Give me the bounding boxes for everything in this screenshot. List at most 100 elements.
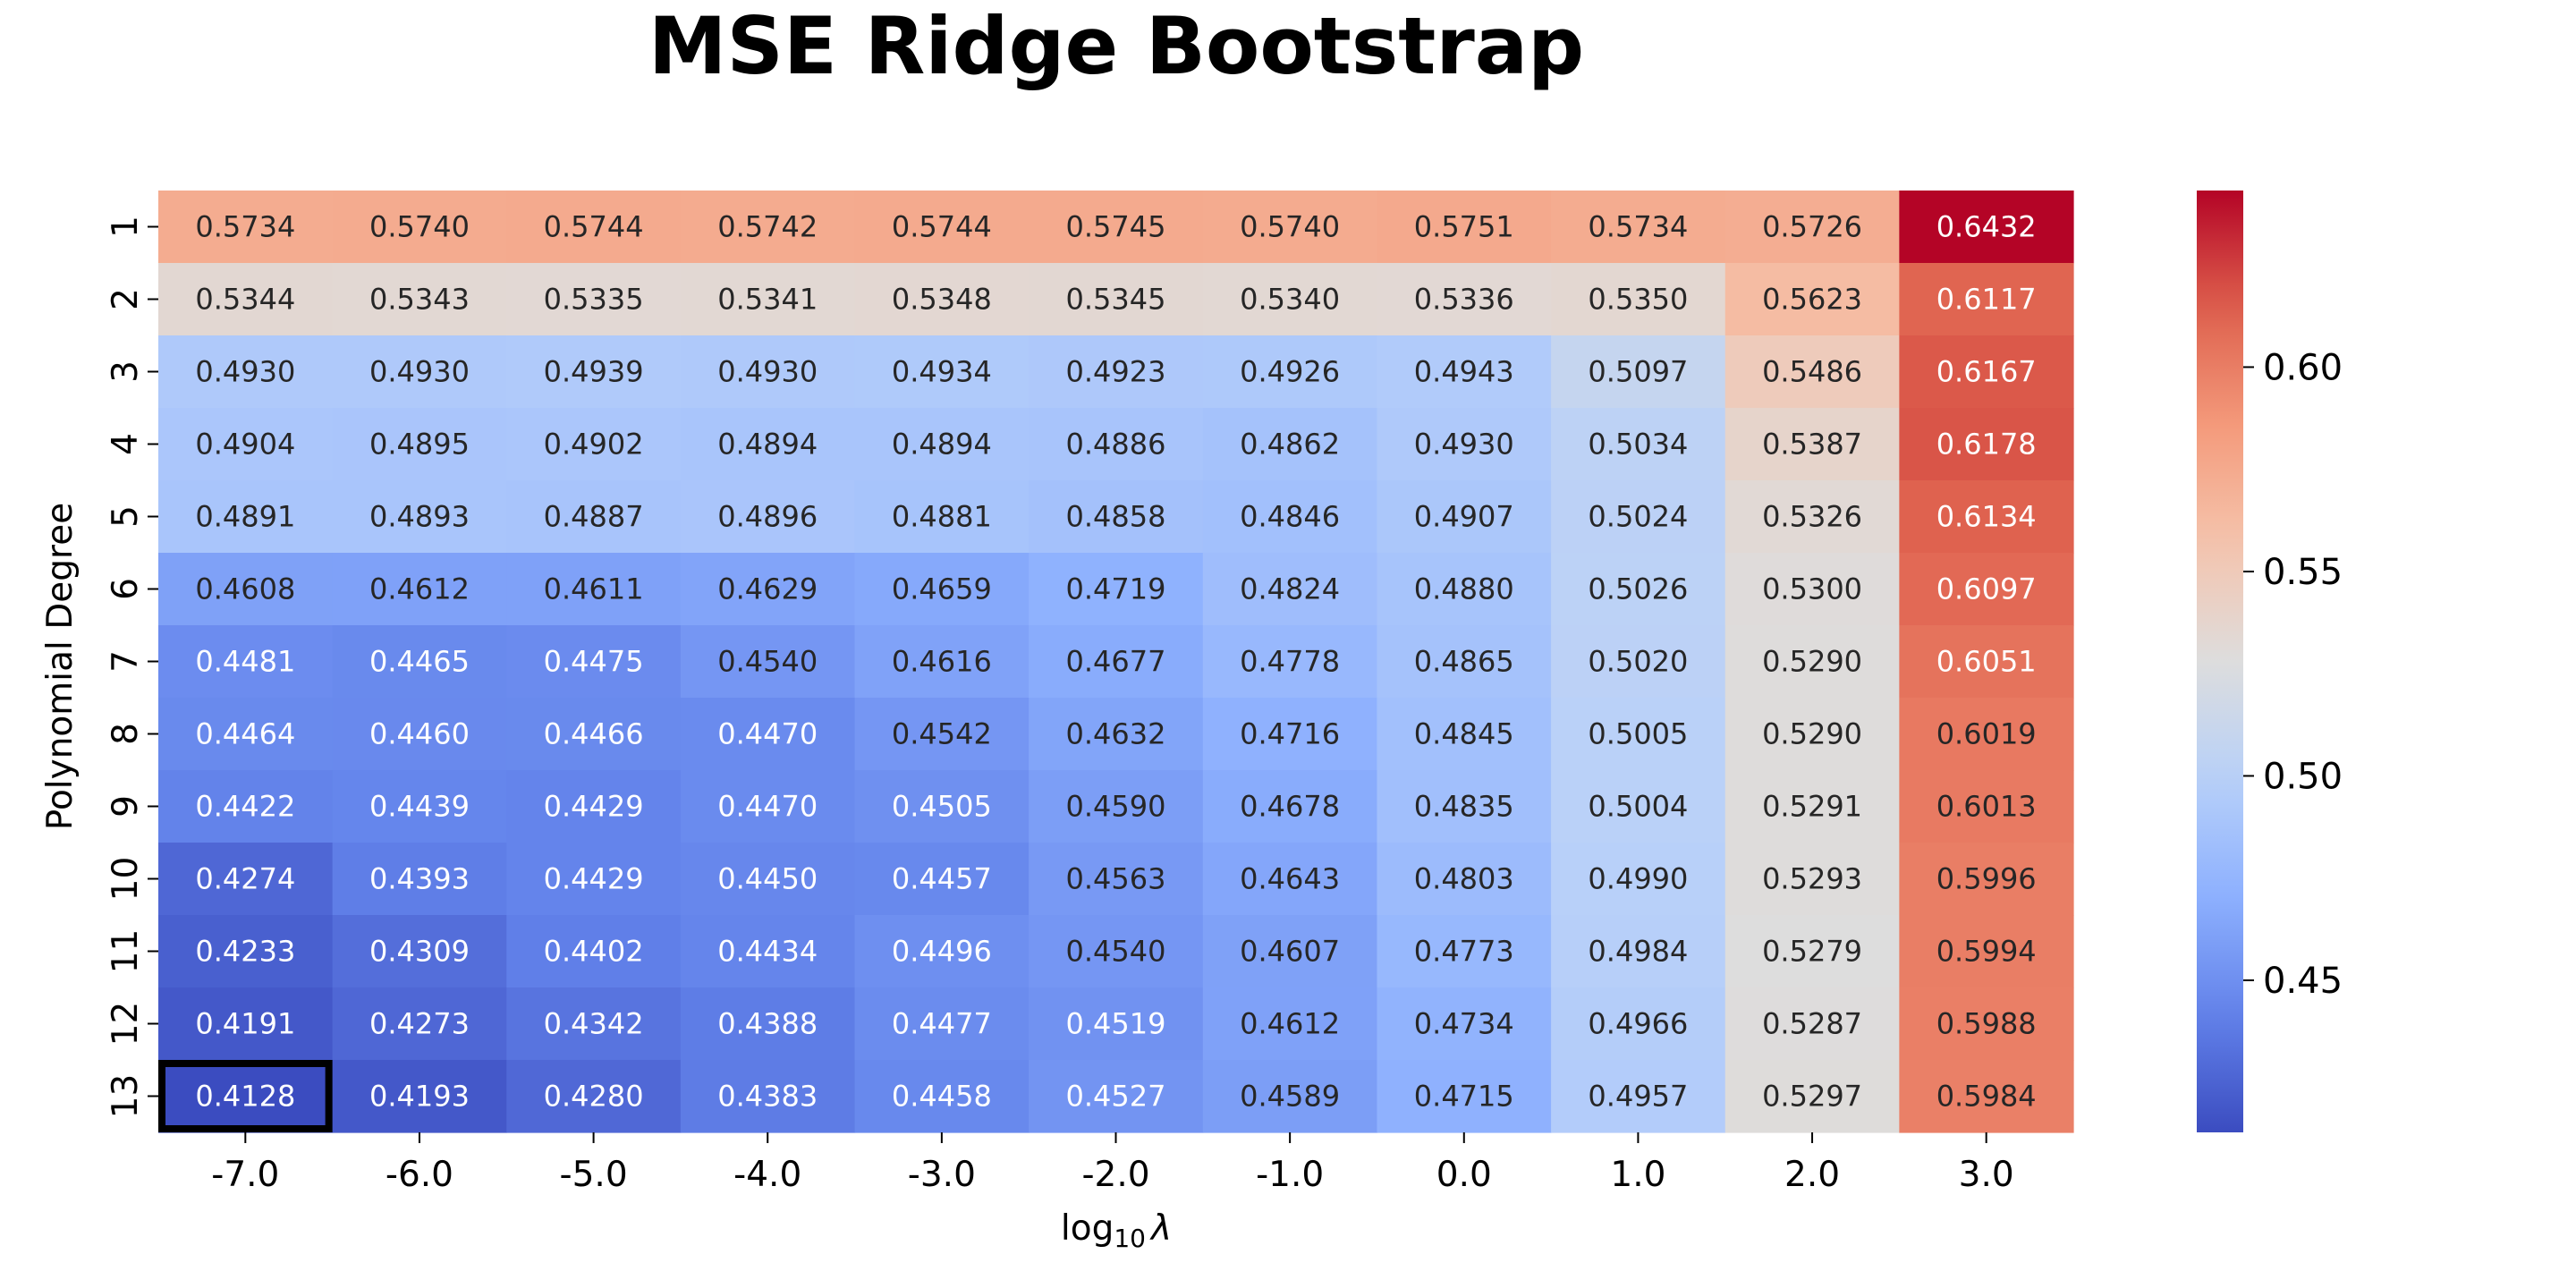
heatmap-cell xyxy=(1029,770,1204,843)
colorbar-tick-label: 0.50 xyxy=(2263,756,2343,797)
heatmap-cell xyxy=(332,191,507,264)
heatmap-cell-value: 0.4845 xyxy=(1414,717,1514,751)
heatmap-cell xyxy=(1899,335,2074,409)
heatmap-cell xyxy=(506,843,682,916)
heatmap-cell-value: 0.5740 xyxy=(1240,210,1340,244)
heatmap-cell xyxy=(506,263,682,336)
heatmap-cell-value: 0.5740 xyxy=(369,210,470,244)
heatmap-cell xyxy=(1551,553,1726,626)
x-tick-label: -5.0 xyxy=(560,1155,628,1195)
heatmap-cell-value: 0.5623 xyxy=(1762,283,1862,317)
heatmap-cell xyxy=(332,553,507,626)
heatmap-cell xyxy=(1551,263,1726,336)
y-tick-label: 7 xyxy=(106,650,146,673)
heatmap-cell xyxy=(854,770,1030,843)
heatmap-cell xyxy=(1724,408,1900,481)
y-tick-label: 9 xyxy=(106,795,146,818)
heatmap-cell-value: 0.4677 xyxy=(1066,645,1166,679)
heatmap-cell-value: 0.6167 xyxy=(1936,355,2037,389)
heatmap-cell xyxy=(158,263,334,336)
heatmap-cell-value: 0.4862 xyxy=(1240,428,1340,462)
heatmap-cell-value: 0.5293 xyxy=(1762,862,1862,896)
heatmap-cell-value: 0.4846 xyxy=(1240,500,1340,534)
x-tick-label: 2.0 xyxy=(1784,1155,1840,1195)
heatmap-cell xyxy=(158,553,334,626)
heatmap-cell xyxy=(1029,335,1204,409)
heatmap-cell xyxy=(680,843,856,916)
heatmap-cell xyxy=(854,263,1030,336)
heatmap-cell xyxy=(1724,770,1900,843)
heatmap-cell xyxy=(1724,553,1900,626)
heatmap-cell xyxy=(854,625,1030,699)
heatmap-cell xyxy=(1377,408,1552,481)
heatmap-cell-value: 0.6097 xyxy=(1936,572,2037,606)
heatmap-cell xyxy=(332,263,507,336)
heatmap-cell-value: 0.5734 xyxy=(195,210,295,244)
heatmap-cell xyxy=(332,625,507,699)
heatmap-cell xyxy=(1724,335,1900,409)
heatmap-cell xyxy=(332,335,507,409)
heatmap-cell-value: 0.4383 xyxy=(717,1080,818,1114)
heatmap-cell-value: 0.6117 xyxy=(1936,283,2037,317)
heatmap-cell xyxy=(854,698,1030,771)
heatmap-cell xyxy=(1202,843,1378,916)
colorbar-tick-label: 0.45 xyxy=(2263,961,2343,1002)
y-tick-label: 10 xyxy=(106,857,146,902)
heatmap-cell xyxy=(1551,987,1726,1061)
heatmap-cell xyxy=(1202,915,1378,988)
heatmap-cell xyxy=(854,1060,1030,1133)
heatmap-cell xyxy=(1724,987,1900,1061)
heatmap-cell-value: 0.5326 xyxy=(1762,500,1862,534)
heatmap-cell-value: 0.4896 xyxy=(717,500,818,534)
heatmap-cell-value: 0.4934 xyxy=(892,355,992,389)
heatmap-cell-value: 0.4923 xyxy=(1066,355,1166,389)
heatmap-cell xyxy=(1029,625,1204,699)
heatmap-cell-value: 0.6013 xyxy=(1936,790,2037,824)
heatmap-cell-value: 0.5026 xyxy=(1588,572,1688,606)
heatmap-cell-value: 0.4388 xyxy=(717,1007,818,1041)
x-axis-label: log10 λ xyxy=(1061,1208,1172,1253)
heatmap-cell-value: 0.4930 xyxy=(1414,428,1514,462)
heatmap-cell xyxy=(332,698,507,771)
heatmap-cell xyxy=(680,987,856,1061)
heatmap-cell-value: 0.4773 xyxy=(1414,935,1514,969)
y-tick-label: 12 xyxy=(106,1002,146,1046)
heatmap-cell-value: 0.4865 xyxy=(1414,645,1514,679)
heatmap-cell-value: 0.4930 xyxy=(195,355,295,389)
heatmap-cell xyxy=(332,843,507,916)
heatmap-cell-value: 0.4719 xyxy=(1066,572,1166,606)
heatmap-cell-value: 0.5097 xyxy=(1588,355,1688,389)
heatmap-cell xyxy=(506,191,682,264)
heatmap-cell xyxy=(158,408,334,481)
x-tick-label: 0.0 xyxy=(1436,1155,1492,1195)
heatmap-cell xyxy=(506,408,682,481)
heatmap-cell xyxy=(1377,263,1552,336)
heatmap-cell-value: 0.5744 xyxy=(892,210,992,244)
heatmap-cell-value: 0.4881 xyxy=(892,500,992,534)
heatmap-cell-value: 0.5024 xyxy=(1588,500,1688,534)
heatmap-cell xyxy=(1551,408,1726,481)
heatmap-cell xyxy=(680,915,856,988)
y-tick-label: 13 xyxy=(106,1074,146,1119)
heatmap-cell-value: 0.4439 xyxy=(369,790,470,824)
heatmap-cell xyxy=(1029,987,1204,1061)
heatmap-cell xyxy=(854,553,1030,626)
heatmap-cell xyxy=(854,480,1030,554)
heatmap-cell-value: 0.4659 xyxy=(892,572,992,606)
heatmap-cell-value: 0.6134 xyxy=(1936,500,2037,534)
heatmap-cell-value: 0.4542 xyxy=(892,717,992,751)
heatmap-cell xyxy=(506,553,682,626)
x-axis-label-symbol: λ xyxy=(1149,1208,1172,1249)
heatmap-cell xyxy=(1551,335,1726,409)
heatmap-cell xyxy=(680,698,856,771)
heatmap-cell xyxy=(506,625,682,699)
heatmap-cell xyxy=(506,770,682,843)
heatmap-cell xyxy=(158,625,334,699)
heatmap-cell xyxy=(1029,915,1204,988)
heatmap-cell xyxy=(680,408,856,481)
heatmap-cell-value: 0.5994 xyxy=(1936,935,2037,969)
heatmap-cell-value: 0.4778 xyxy=(1240,645,1340,679)
heatmap-cell xyxy=(680,625,856,699)
heatmap-cell-value: 0.4907 xyxy=(1414,500,1514,534)
